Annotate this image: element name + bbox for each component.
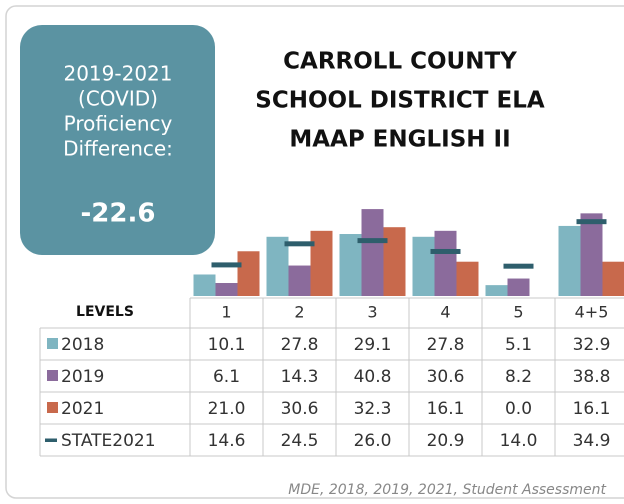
legend-label: 2019 — [61, 367, 104, 387]
legend-swatch — [47, 370, 58, 381]
category-label: 5 — [513, 303, 523, 322]
category-label: 1 — [221, 303, 231, 322]
bar — [602, 261, 624, 296]
table-value: 27.8 — [427, 335, 465, 355]
bar — [434, 230, 457, 296]
bar — [288, 265, 311, 296]
table-value: 14.3 — [281, 367, 319, 387]
table-value: 6.1 — [213, 367, 240, 387]
bar — [412, 236, 435, 296]
legend-swatch — [47, 402, 58, 413]
table-value: 10.1 — [208, 335, 246, 355]
bar — [507, 278, 530, 296]
table-header: LEVELS — [76, 304, 134, 320]
callout-text: 2019-2021 — [63, 62, 172, 86]
category-label: 4+5 — [575, 303, 609, 322]
state-marker — [284, 241, 315, 247]
legend-label: 2018 — [61, 335, 104, 355]
state-marker — [430, 248, 461, 254]
bar — [383, 227, 406, 296]
bar — [361, 209, 384, 296]
bar — [580, 213, 603, 296]
table-value: 16.1 — [573, 399, 611, 419]
chart-title: MAAP ENGLISH II — [289, 127, 510, 153]
source: MDE, 2018, 2019, 2021, Student Assessmen… — [288, 482, 606, 498]
chart-title: CARROLL COUNTY — [283, 49, 517, 75]
bar — [266, 236, 289, 296]
bar — [558, 225, 581, 296]
table-value: 34.9 — [573, 431, 611, 451]
bar — [310, 230, 333, 296]
table-value: 30.6 — [281, 399, 319, 419]
state-marker — [503, 263, 534, 269]
table-value: 5.1 — [505, 335, 532, 355]
callout-text: Difference: — [63, 137, 173, 161]
table-value: 21.0 — [208, 399, 246, 419]
table-value: 27.8 — [281, 335, 319, 355]
legend-swatch — [45, 438, 57, 442]
table-value: 0.0 — [505, 399, 532, 419]
bar — [485, 285, 508, 296]
bar — [456, 261, 479, 296]
table-value: 30.6 — [427, 367, 465, 387]
bar — [237, 251, 260, 296]
bar — [215, 283, 238, 296]
category-label: 3 — [367, 303, 377, 322]
table-value: 32.3 — [354, 399, 392, 419]
table-value: 14.0 — [500, 431, 538, 451]
table-value: 14.6 — [208, 431, 246, 451]
state-marker — [211, 262, 242, 268]
callout-text: (COVID) — [78, 87, 158, 111]
table-value: 24.5 — [281, 431, 319, 451]
state-marker — [357, 238, 388, 244]
table-value: 40.8 — [354, 367, 392, 387]
bar — [339, 234, 362, 296]
table-value: 38.8 — [573, 367, 611, 387]
category-label: 4 — [440, 303, 450, 322]
legend-swatch — [47, 338, 58, 349]
table-value: 20.9 — [427, 431, 465, 451]
callout-box — [20, 25, 215, 255]
table-value: 29.1 — [354, 335, 392, 355]
table-value: 32.9 — [573, 335, 611, 355]
legend-label: 2021 — [61, 399, 104, 419]
category-label: 2 — [294, 303, 304, 322]
state-marker — [576, 219, 607, 225]
table-value: 16.1 — [427, 399, 465, 419]
bar — [193, 274, 216, 296]
callout-text: Proficiency — [64, 112, 173, 136]
table-value: 26.0 — [354, 431, 392, 451]
legend-label: STATE2021 — [61, 431, 156, 451]
callout-value: -22.6 — [81, 199, 156, 229]
chart-title: SCHOOL DISTRICT ELA — [255, 88, 545, 114]
table-value: 8.2 — [505, 367, 532, 387]
